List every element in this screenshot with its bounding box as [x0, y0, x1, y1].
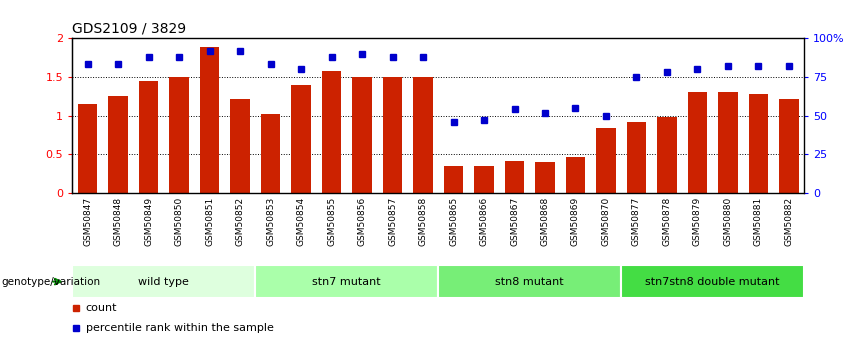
Bar	[718, 92, 738, 193]
Text: GSM50855: GSM50855	[327, 197, 336, 246]
Text: GSM50880: GSM50880	[723, 197, 733, 246]
Bar	[626, 122, 647, 193]
Text: GSM50877: GSM50877	[632, 197, 641, 246]
Text: GSM50853: GSM50853	[266, 197, 275, 246]
Bar	[260, 114, 281, 193]
Bar	[621, 265, 804, 298]
Text: GDS2109 / 3829: GDS2109 / 3829	[72, 21, 186, 36]
Text: GSM50857: GSM50857	[388, 197, 397, 246]
Bar	[596, 128, 616, 193]
Bar	[657, 117, 677, 193]
Bar	[352, 77, 372, 193]
Bar	[77, 104, 98, 193]
Bar	[291, 85, 311, 193]
Text: wild type: wild type	[139, 277, 189, 287]
Text: GSM50858: GSM50858	[419, 197, 427, 246]
Bar	[566, 157, 585, 193]
Text: count: count	[85, 303, 117, 313]
Text: GSM50867: GSM50867	[510, 197, 519, 246]
Bar	[139, 81, 158, 193]
Bar	[688, 92, 707, 193]
Text: GSM50870: GSM50870	[602, 197, 610, 246]
Text: GSM50852: GSM50852	[236, 197, 244, 246]
Text: GSM50868: GSM50868	[540, 197, 550, 246]
Text: GSM50882: GSM50882	[785, 197, 793, 246]
Text: stn7stn8 double mutant: stn7stn8 double mutant	[645, 277, 780, 287]
Bar	[505, 160, 524, 193]
Bar	[230, 99, 250, 193]
Bar	[474, 166, 494, 193]
Text: GSM50856: GSM50856	[357, 197, 367, 246]
Text: GSM50879: GSM50879	[693, 197, 702, 246]
Bar	[413, 77, 433, 193]
Bar	[749, 94, 768, 193]
Text: stn8 mutant: stn8 mutant	[495, 277, 564, 287]
Text: genotype/variation: genotype/variation	[2, 277, 100, 287]
Text: GSM50851: GSM50851	[205, 197, 214, 246]
Text: GSM50869: GSM50869	[571, 197, 580, 246]
Bar	[169, 77, 189, 193]
Bar	[200, 47, 220, 193]
Text: stn7 mutant: stn7 mutant	[312, 277, 381, 287]
Bar	[255, 265, 438, 298]
Text: GSM50881: GSM50881	[754, 197, 763, 246]
Bar	[322, 71, 341, 193]
Text: percentile rank within the sample: percentile rank within the sample	[85, 323, 273, 333]
Text: GSM50848: GSM50848	[113, 197, 123, 246]
Text: GSM50854: GSM50854	[296, 197, 306, 246]
Text: GSM50847: GSM50847	[83, 197, 92, 246]
Bar	[438, 265, 621, 298]
Text: GSM50865: GSM50865	[449, 197, 458, 246]
Text: GSM50849: GSM50849	[144, 197, 153, 246]
Bar	[383, 77, 403, 193]
Text: GSM50878: GSM50878	[662, 197, 671, 246]
Bar	[535, 162, 555, 193]
Bar	[72, 265, 255, 298]
Bar	[108, 96, 128, 193]
Bar	[779, 99, 799, 193]
Text: GSM50850: GSM50850	[174, 197, 184, 246]
Bar	[443, 166, 464, 193]
Text: GSM50866: GSM50866	[479, 197, 488, 246]
